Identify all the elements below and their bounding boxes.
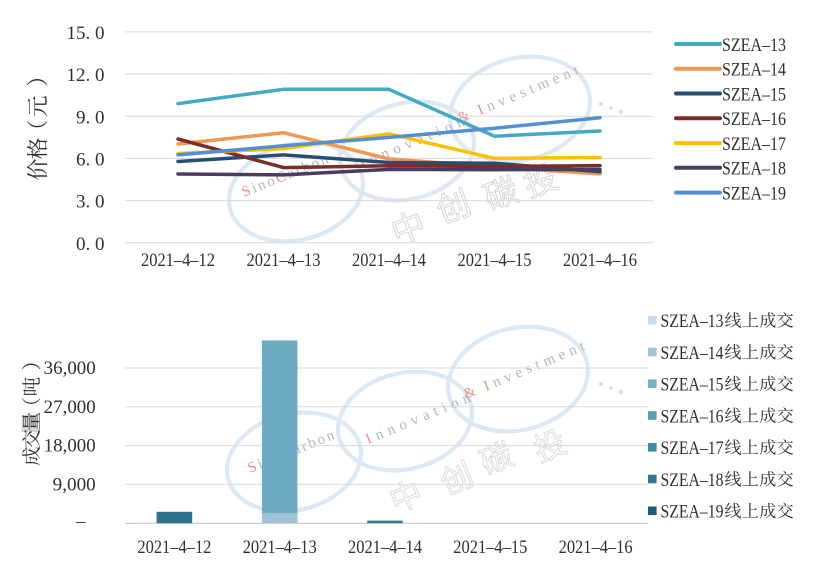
svg-text:15. 0: 15. 0 — [67, 23, 105, 44]
svg-text:SZEA–13: SZEA–13 — [661, 311, 724, 332]
svg-text:2021–4–12: 2021–4–12 — [141, 250, 215, 271]
svg-text:12. 0: 12. 0 — [67, 65, 105, 86]
svg-text:2021–4–13: 2021–4–13 — [247, 250, 321, 271]
svg-text:18,000: 18,000 — [44, 437, 96, 457]
svg-text:9,000: 9,000 — [53, 475, 96, 495]
svg-text:36,000: 36,000 — [44, 359, 96, 379]
svg-text:SZEA–14: SZEA–14 — [722, 60, 786, 81]
svg-text:6. 0: 6. 0 — [76, 149, 105, 170]
svg-text:SZEA–19: SZEA–19 — [722, 183, 786, 204]
svg-text:2021–4–15: 2021–4–15 — [453, 537, 527, 558]
svg-text:2021–4–14: 2021–4–14 — [348, 537, 422, 558]
svg-text:2021–4–12: 2021–4–12 — [137, 537, 211, 558]
svg-text:3. 0: 3. 0 — [76, 192, 105, 213]
svg-text:SZEA–17: SZEA–17 — [722, 134, 786, 155]
svg-text:27,000: 27,000 — [44, 398, 96, 418]
svg-text:–: – — [75, 512, 86, 532]
svg-text:SZEA–18: SZEA–18 — [722, 159, 786, 180]
svg-text:SZEA–18: SZEA–18 — [661, 470, 724, 491]
svg-text:2021–4–14: 2021–4–14 — [352, 250, 426, 271]
svg-text:SZEA–13: SZEA–13 — [722, 35, 786, 56]
svg-text:2021–4–13: 2021–4–13 — [243, 537, 317, 558]
svg-text:9. 0: 9. 0 — [76, 107, 105, 128]
svg-text:SZEA–15: SZEA–15 — [722, 84, 786, 105]
svg-text:SZEA–14: SZEA–14 — [661, 343, 724, 364]
svg-text:2021–4–15: 2021–4–15 — [458, 250, 532, 271]
svg-text:SZEA–17: SZEA–17 — [661, 438, 724, 459]
svg-text:SZEA–15: SZEA–15 — [661, 375, 724, 396]
svg-text:2021–4–16: 2021–4–16 — [559, 537, 633, 558]
svg-text:2021–4–16: 2021–4–16 — [563, 250, 637, 271]
svg-text:SZEA–16: SZEA–16 — [661, 406, 724, 427]
svg-text:SZEA–16: SZEA–16 — [722, 109, 786, 130]
svg-text:0. 0: 0. 0 — [76, 234, 105, 255]
svg-text:SZEA–19: SZEA–19 — [661, 502, 724, 523]
